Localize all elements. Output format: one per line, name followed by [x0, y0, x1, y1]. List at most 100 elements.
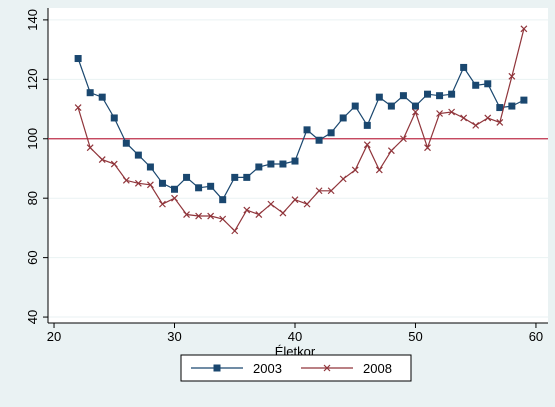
- data-point-stroke: [399, 135, 407, 143]
- data-point-stroke: [195, 212, 203, 220]
- data-point-stroke: [110, 160, 118, 168]
- data-point-stroke: [339, 175, 347, 183]
- data-point: [327, 129, 335, 137]
- data-point-stroke: [291, 196, 299, 204]
- data-point: [303, 126, 311, 134]
- data-point: [231, 227, 239, 235]
- data-point: [412, 108, 419, 116]
- data-point: [375, 93, 383, 101]
- data-point: [448, 108, 456, 116]
- data-point-stroke: [146, 181, 154, 189]
- data-point-stroke: [122, 176, 130, 184]
- data-point: [339, 175, 347, 183]
- data-point: [303, 200, 311, 208]
- data-point-stroke: [243, 206, 251, 214]
- data-point-stroke: [183, 211, 190, 218]
- y-tick-label: 120: [25, 68, 40, 90]
- data-point: [411, 102, 419, 110]
- data-point: [520, 96, 528, 104]
- data-point: [98, 93, 106, 101]
- x-tick-label: 30: [167, 329, 181, 344]
- data-point: [134, 151, 142, 159]
- data-point: [243, 206, 251, 214]
- data-point: [279, 209, 287, 217]
- data-point-stroke: [86, 144, 94, 152]
- data-point: [86, 89, 94, 97]
- plot-area: [48, 8, 548, 323]
- data-point: [496, 104, 504, 112]
- data-point-stroke: [315, 187, 323, 195]
- data-point: [339, 114, 347, 122]
- data-point-stroke: [363, 141, 371, 149]
- data-point: [110, 160, 118, 168]
- series-line-2008: [77, 28, 525, 232]
- data-point-stroke: [508, 72, 516, 80]
- data-point-stroke: [460, 114, 468, 122]
- data-point: [122, 139, 130, 147]
- data-point: [399, 92, 407, 100]
- data-point: [243, 173, 251, 181]
- data-point: [159, 200, 166, 208]
- data-point-stroke: [387, 147, 395, 155]
- data-point-stroke: [134, 179, 142, 187]
- data-point-stroke: [171, 194, 178, 202]
- data-point: [399, 135, 407, 143]
- data-point-stroke: [159, 200, 166, 208]
- data-point: [207, 182, 215, 190]
- data-point: [363, 141, 371, 149]
- y-tick-label: 140: [25, 9, 40, 31]
- data-point-stroke: [255, 211, 263, 218]
- data-point: [74, 104, 82, 111]
- x-tick-label: 60: [529, 329, 543, 344]
- data-point-stroke: [207, 212, 215, 220]
- data-point-stroke: [412, 108, 419, 116]
- data-point-stroke: [219, 215, 227, 223]
- data-point: [183, 211, 190, 218]
- data-point: [207, 212, 215, 220]
- data-point: [195, 212, 203, 220]
- data-point: [472, 81, 480, 89]
- axes: 40 60 80 100 120 140 20 30 40 50 60: [25, 8, 548, 344]
- data-point: [146, 181, 154, 189]
- data-point: [327, 187, 335, 195]
- data-point: [436, 92, 444, 100]
- data-point: [183, 173, 191, 181]
- data-point-stroke: [448, 108, 456, 116]
- data-point: [520, 25, 528, 33]
- data-point: [146, 163, 154, 171]
- data-point: [219, 196, 227, 204]
- data-point-stroke: [327, 187, 335, 195]
- data-point: [110, 114, 118, 122]
- data-point: [291, 196, 299, 204]
- data-point: [460, 114, 468, 122]
- data-point: [219, 215, 227, 223]
- data-point: [171, 185, 179, 193]
- data-point: [279, 160, 287, 168]
- data-point-stroke: [279, 209, 287, 217]
- legend: 2003 2008: [180, 354, 412, 382]
- data-point: [351, 102, 359, 110]
- data-point: [158, 179, 166, 187]
- data-point: [424, 144, 431, 152]
- data-point: [74, 55, 82, 63]
- data-point: [375, 166, 383, 174]
- x-tick-label: 40: [288, 329, 302, 344]
- y-tick-label: 60: [25, 250, 40, 264]
- data-point: [171, 194, 178, 202]
- y-tick-label: 80: [25, 191, 40, 205]
- data-point-stroke: [520, 25, 528, 33]
- data-point: [98, 156, 106, 163]
- data-point: [484, 80, 492, 88]
- data-point: [424, 90, 432, 98]
- x-tick-label: 50: [408, 329, 422, 344]
- data-point: [291, 157, 299, 165]
- data-point: [496, 118, 504, 126]
- data-point: [195, 184, 203, 192]
- data-point: [363, 121, 371, 129]
- data-point-stroke: [303, 200, 311, 208]
- data-point-stroke: [231, 227, 239, 235]
- data-point-stroke: [267, 200, 275, 208]
- data-point-stroke: [436, 110, 443, 117]
